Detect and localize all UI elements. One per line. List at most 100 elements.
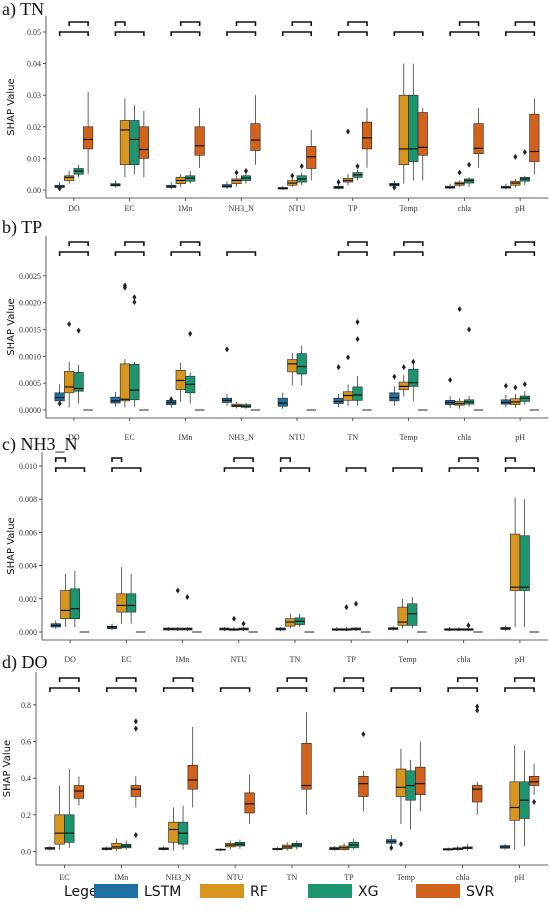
significance-bracket (114, 31, 145, 36)
box-body (395, 768, 407, 797)
box-lstm (386, 835, 397, 846)
box-lstm (333, 183, 344, 190)
box-rf (395, 748, 407, 824)
x-tick-label: DO (68, 433, 80, 442)
outlier-point (457, 169, 462, 176)
significance-bracket (392, 467, 423, 472)
significance-bracket (54, 467, 86, 472)
panel-3: c) NH3_N 0.000 0.002 0.004 0.006 0.008 0.010 SH… (2, 434, 548, 664)
legend-swatch (200, 884, 244, 898)
box-lstm (221, 181, 233, 190)
outlier-point (392, 373, 397, 380)
box-rf (119, 98, 130, 178)
box-xg (240, 172, 252, 184)
box-xg (348, 838, 359, 850)
y-tick-label: 0.0015 (19, 326, 41, 335)
box-xg (519, 499, 530, 628)
significance-bracket (393, 251, 424, 256)
significance-bracket (504, 457, 516, 462)
box-xg (121, 840, 132, 850)
outlier-point (532, 799, 537, 805)
panel-title: a) TN (2, 0, 44, 20)
y-tick-label: 0.004 (19, 562, 37, 571)
box-body (519, 535, 530, 591)
box-lstm (445, 396, 456, 408)
box-body (119, 363, 130, 402)
box-rf (397, 598, 408, 629)
box-svr (529, 98, 540, 175)
outlier-point (336, 179, 341, 186)
outlier-point (175, 587, 180, 594)
box-xg (291, 840, 302, 850)
x-tick-label: Temp (400, 204, 418, 213)
x-tick-label: Temp (400, 433, 418, 442)
significance-bracket (226, 251, 257, 256)
outlier-point (290, 172, 295, 179)
box-lstm (215, 848, 226, 851)
outlier-point (133, 725, 138, 732)
box-body (244, 792, 255, 814)
legend: Legend LSTM RF XG SVR (64, 884, 494, 900)
box-rf (398, 375, 409, 397)
box-body (129, 120, 140, 166)
box-rf (175, 362, 186, 402)
box-body (529, 113, 540, 162)
box-xg (464, 396, 475, 407)
box-rf (231, 401, 242, 409)
box-body (138, 126, 149, 159)
x-tick-label: Temp (397, 873, 415, 882)
box-rf (454, 398, 465, 409)
outlier-point (57, 185, 62, 192)
box-body (398, 94, 409, 166)
box-rf (225, 840, 236, 850)
x-tick-label: pH (515, 433, 525, 442)
box-lstm (389, 386, 400, 406)
box-xg (238, 627, 249, 632)
outlier-point (355, 336, 360, 343)
significance-bracket (333, 687, 365, 692)
significance-bracket (504, 687, 535, 692)
significance-bracket (233, 457, 254, 462)
box-svr (361, 107, 373, 168)
significance-bracket (390, 687, 422, 692)
y-axis-label: SHAP Value (6, 78, 17, 135)
outlier-point (132, 294, 137, 301)
box-rf (231, 175, 242, 187)
significance-bracket (111, 457, 123, 462)
box-xg (407, 597, 418, 629)
significance-bracket (449, 31, 480, 36)
significance-bracket (179, 241, 201, 246)
outlier-point (522, 381, 527, 388)
box-lstm (166, 182, 177, 190)
outlier-point (513, 153, 518, 160)
significance-bracket (458, 21, 480, 26)
significance-bracket (162, 687, 194, 692)
x-tick-label: pH (515, 204, 525, 213)
significance-bracket (172, 677, 194, 682)
y-tick-label: 0.010 (19, 462, 37, 471)
significance-bracket (514, 241, 536, 246)
box-lstm (277, 392, 288, 409)
box-body (69, 588, 80, 620)
box-body (352, 386, 363, 401)
box-rf (64, 361, 75, 408)
x-tick-label: IMn (114, 873, 128, 882)
significance-bracket (403, 241, 424, 246)
significance-bracket (281, 31, 313, 36)
significance-bracket (514, 21, 536, 26)
significance-bracket (124, 241, 145, 246)
x-tick-label: IMn (179, 204, 193, 213)
y-tick-label: 0.02 (27, 123, 41, 132)
x-tick-label: NH3_N (229, 433, 255, 442)
box-rf (509, 745, 520, 850)
outlier-point (389, 844, 394, 851)
significance-bracket (505, 251, 536, 256)
box-xg (177, 805, 189, 850)
outlier-point (398, 841, 403, 848)
box-rf (60, 573, 71, 628)
box-rf (119, 359, 130, 408)
legend-label: RF (250, 884, 268, 900)
box-lstm (272, 846, 283, 851)
outlier-point (346, 128, 351, 135)
x-tick-label: NTU (231, 655, 248, 664)
